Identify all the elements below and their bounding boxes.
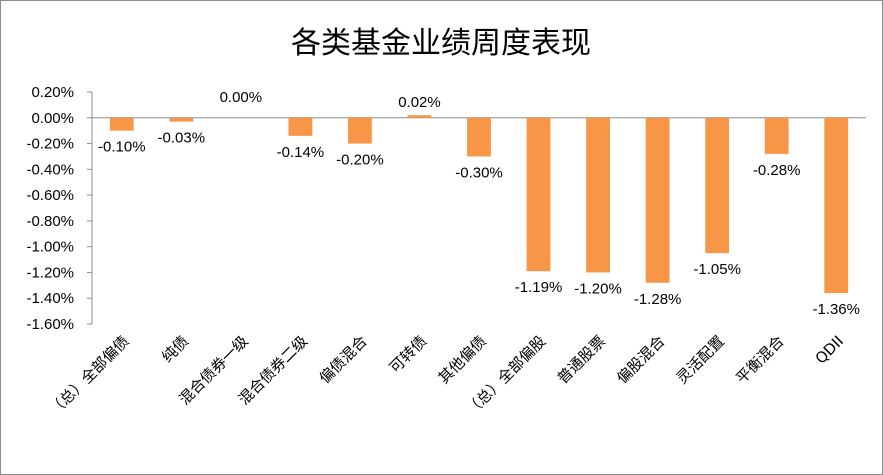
bar — [645, 117, 670, 283]
y-tick-label: -1.20% — [26, 264, 74, 281]
category-label: （总）全部偏债 — [46, 332, 133, 419]
category-label: 其他偏债 — [435, 332, 490, 387]
y-tick-label: -0.40% — [26, 161, 74, 178]
y-tick-label: -1.40% — [26, 290, 74, 307]
data-label: -0.30% — [455, 164, 503, 181]
data-label: -0.03% — [158, 130, 206, 147]
y-tick-label: -0.80% — [26, 213, 74, 230]
chart-title: 各类基金业绩周度表现 — [291, 26, 591, 61]
data-label: 0.02% — [398, 94, 441, 111]
category-label: 偏债混合 — [316, 332, 371, 387]
y-tick-label: -1.60% — [26, 316, 74, 333]
bar — [705, 117, 730, 254]
bar — [407, 115, 432, 118]
category-label: 可转债 — [386, 332, 431, 377]
axes: 0.20% 0.00% -0.20% -0.40% -0.60% -0.80% -1.00%… — [26, 84, 866, 333]
data-label: -1.20% — [574, 280, 622, 297]
category-label: 平衡混合 — [732, 332, 787, 387]
category-label: 偏股混合 — [613, 332, 668, 387]
bar — [109, 117, 134, 131]
data-label: -1.05% — [693, 261, 741, 278]
data-label: -1.28% — [634, 291, 682, 308]
category-label: 灵活配置 — [673, 332, 728, 387]
bar — [764, 117, 789, 154]
bar — [586, 117, 610, 273]
category-label: 普通股票 — [554, 332, 609, 387]
data-label: -0.28% — [753, 162, 801, 179]
category-label: QDII — [812, 332, 848, 368]
bar — [467, 117, 491, 157]
category-labels: （总）全部偏债 纯债混合债券一级混合债券二级 偏债混合 可转债 其他偏债（总）全部偏股普… — [46, 332, 847, 419]
bar — [348, 117, 372, 144]
bars — [109, 115, 849, 294]
y-tick-label: 0.00% — [31, 110, 74, 127]
data-label: -1.19% — [515, 279, 563, 296]
y-tick-label: -0.20% — [26, 136, 74, 153]
data-label: -0.14% — [277, 144, 325, 161]
data-label: -0.10% — [98, 139, 146, 156]
bar — [169, 117, 194, 122]
y-tick-label: -0.60% — [26, 187, 74, 204]
category-label: 纯债 — [158, 332, 192, 366]
data-label: -1.36% — [812, 301, 860, 318]
bar — [288, 117, 313, 136]
y-tick-label: -1.00% — [26, 239, 74, 256]
data-label: 0.00% — [220, 89, 263, 106]
bar — [526, 117, 551, 272]
bar — [824, 117, 849, 294]
data-label: -0.20% — [336, 152, 384, 169]
y-tick-label: 0.20% — [31, 84, 74, 101]
data-labels: -0.10% -0.03% 0.00% -0.14% -0.20% 0.02% -0.30%… — [98, 89, 860, 318]
